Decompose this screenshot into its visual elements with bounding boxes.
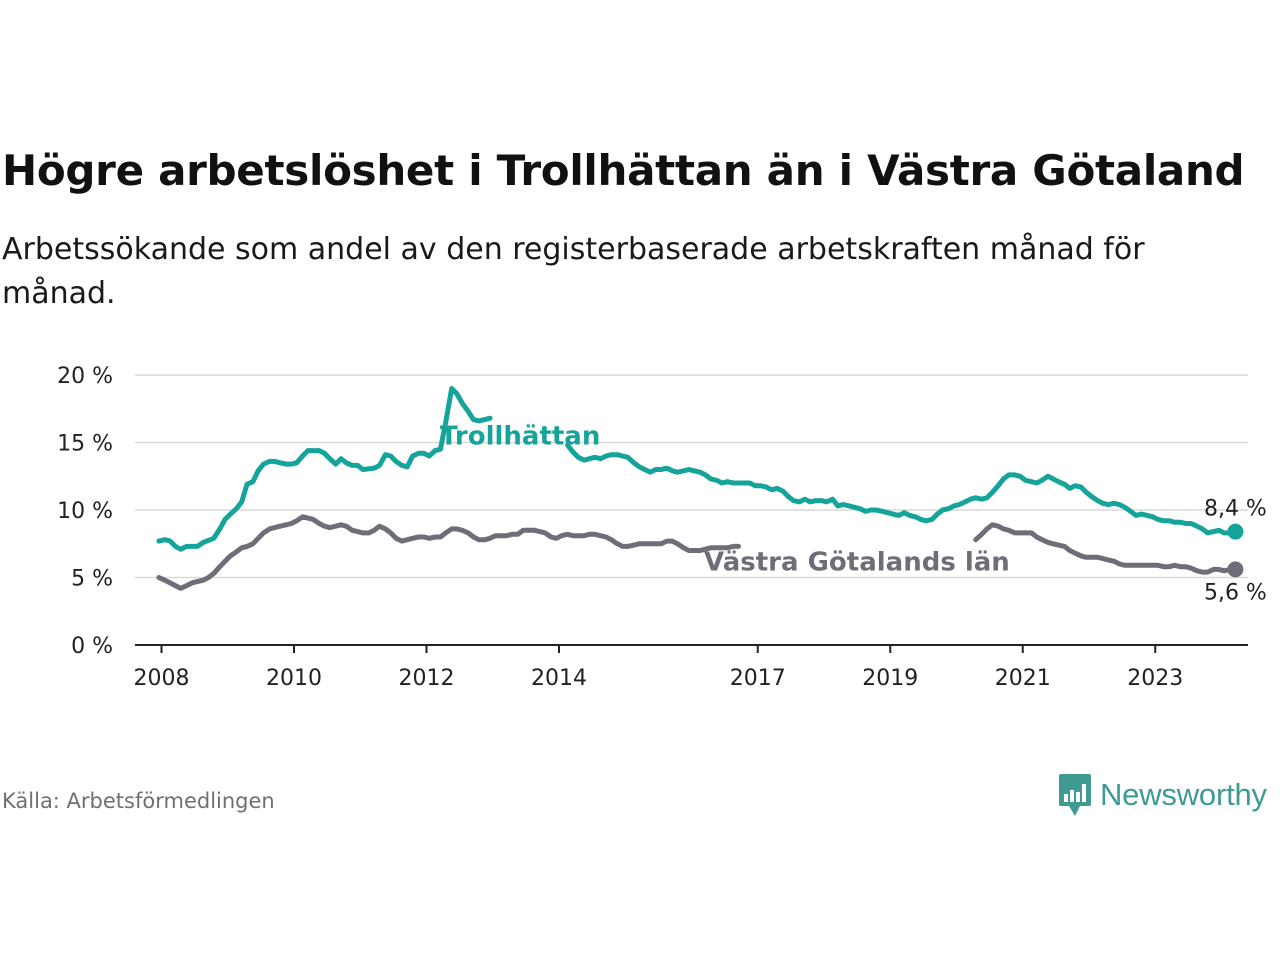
x-tick-label: 2017 [730, 666, 786, 691]
series-label-trollhattan: Trollhättan [440, 421, 600, 451]
line-chart: 0 % 5 % 10 % 15 % 20 % 2008 2010 2012 2014 2017 20… [57, 364, 1267, 691]
x-tick-label: 2012 [399, 666, 455, 691]
newsworthy-wordmark: Newsworthy [1100, 777, 1267, 812]
y-tick-label: 20 % [57, 364, 113, 389]
x-tick-label: 2014 [531, 666, 587, 691]
series-label-vastra-gotaland: Västra Götalands län [704, 547, 1010, 577]
x-tick-label: 2010 [266, 666, 322, 691]
end-value-vastra-gotaland: 5,6 % [1204, 580, 1267, 605]
x-tick-label: 2023 [1127, 666, 1183, 691]
series-line-trollhattan [156, 386, 493, 552]
newsworthy-icon [1059, 774, 1091, 816]
y-tick-label: 15 % [57, 432, 113, 457]
source-note: Källa: Arbetsförmedlingen [2, 789, 275, 813]
chart-title: Högre arbetslöshet i Trollhättan än i Vä… [2, 146, 1245, 195]
y-tick-label: 0 % [71, 634, 113, 659]
series-line-trollhattan [565, 442, 1238, 536]
y-tick-label: 5 % [71, 567, 113, 592]
end-marker-vastra-gotaland [1227, 561, 1244, 578]
y-tick-label: 10 % [57, 499, 113, 524]
end-value-trollhattan: 8,4 % [1204, 497, 1267, 522]
x-tick-label: 2019 [862, 666, 918, 691]
series-line-vastra-gotaland [973, 522, 1238, 575]
x-tick-label: 2021 [995, 666, 1051, 691]
series-line-vastra-gotaland [156, 514, 741, 591]
end-marker-trollhattan [1227, 523, 1244, 540]
newsworthy-logo[interactable]: Newsworthy [1058, 773, 1267, 817]
x-tick-label: 2008 [134, 666, 190, 691]
chart-subtitle: Arbetssökande som andel av den registerb… [2, 232, 1145, 311]
